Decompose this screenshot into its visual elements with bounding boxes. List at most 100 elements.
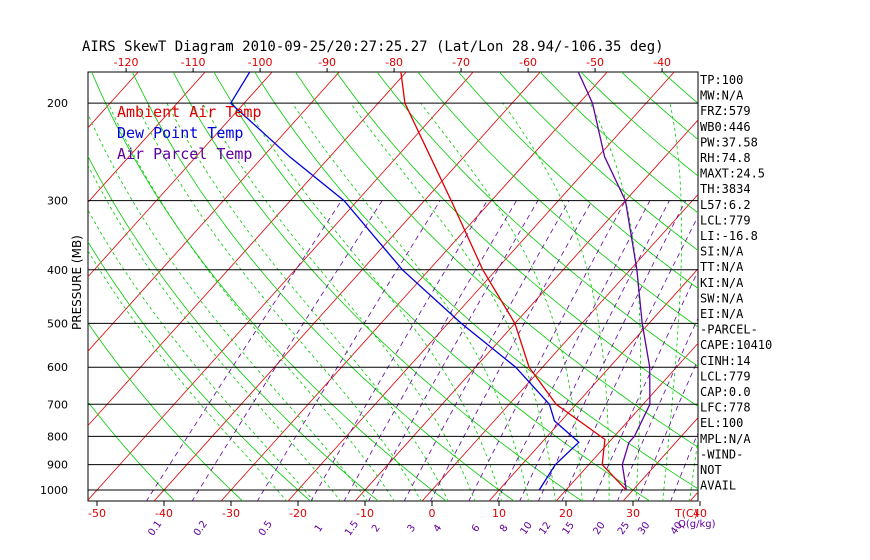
isotherm-line — [0, 0, 40, 513]
stability-index-label: -WIND- — [700, 447, 743, 461]
stability-index-label: LFC:778 — [700, 401, 751, 415]
mixing-ratio-label: 0.5 — [257, 519, 275, 538]
dry-adiabat-line — [580, 72, 698, 177]
axes: 1002003004005006007008009001000-50-40-30… — [40, 56, 716, 538]
pressure-tick-label: 900 — [47, 459, 68, 472]
mixing-ratio-unit: Q(g/kg) — [678, 519, 716, 530]
stability-index-label: TP:100 — [700, 73, 743, 87]
stability-index-label: SI:N/A — [700, 245, 744, 259]
air-parcel-temp-line — [577, 72, 651, 491]
bottom-temp-tick-label: 10 — [492, 507, 506, 520]
stability-index-label: AVAIL — [700, 479, 736, 493]
ambient-air-temp-line — [400, 72, 627, 491]
stability-index-label: TH:3834 — [700, 182, 751, 196]
mixing-ratio-label: 0.1 — [146, 519, 164, 538]
moist-adiabat-line — [88, 209, 315, 501]
moist-adiabat-line — [502, 102, 610, 501]
mixing-ratio-line — [343, 200, 517, 501]
dry-adiabat-line — [295, 72, 698, 448]
pressure-tick-label: 200 — [47, 97, 68, 110]
mixing-ratio-line — [145, 200, 342, 501]
isotherm-line — [287, 72, 675, 501]
mixing-ratio-label: 12 — [537, 520, 553, 537]
stability-index-label: WB0:446 — [700, 120, 751, 134]
stability-index-label: TT:N/A — [700, 260, 744, 274]
top-temp-tick-label: -50 — [586, 56, 604, 69]
bottom-temp-tick-label: 30 — [626, 507, 640, 520]
dry-adiabat-line — [458, 72, 698, 289]
chart-title: AIRS SkewT Diagram 2010-09-25/20:27:25.2… — [82, 39, 664, 55]
mixing-ratio-line — [430, 200, 593, 501]
stability-index-label: MW:N/A — [700, 89, 744, 103]
dry-adiabat-line — [88, 401, 176, 501]
dry-adiabat-line — [498, 72, 698, 251]
dry-adiabat-line — [88, 240, 312, 501]
legend-entry: Dew Point Temp — [117, 124, 243, 142]
dry-adiabat-line — [254, 72, 698, 490]
mixing-ratio-line — [310, 200, 488, 501]
isotherm-line — [220, 72, 608, 501]
stability-index-label: PW:37.58 — [700, 135, 758, 149]
dry-adiabat-line — [417, 72, 698, 328]
mixing-ratio-label: 20 — [591, 520, 607, 537]
pressure-tick-label: 400 — [47, 264, 68, 277]
moist-adiabat-line — [420, 102, 583, 501]
top-temp-tick-label: -100 — [248, 56, 273, 69]
isotherm-line — [354, 119, 698, 501]
stability-index-label: CINH:14 — [700, 354, 751, 368]
bottom-temp-tick-label: 40 — [693, 507, 707, 520]
top-temp-tick-label: -70 — [452, 56, 470, 69]
mixing-ratio-label: 6 — [470, 523, 483, 535]
isotherm-line — [488, 268, 698, 501]
stability-index-label: CAP:0.0 — [700, 385, 751, 399]
dry-adiabat-line — [539, 72, 698, 214]
dry-adiabat-line — [661, 72, 698, 104]
isotherm-line — [153, 72, 541, 501]
profile-series — [229, 72, 651, 491]
dry-adiabat-line — [131, 72, 515, 501]
dew-point-temp-line — [229, 72, 580, 491]
mixing-ratio-line — [368, 200, 539, 501]
moist-adiabat-line — [662, 103, 682, 501]
dry-adiabat-line — [376, 72, 698, 367]
mixing-ratio-line — [537, 200, 687, 501]
isotherm-line — [746, 0, 870, 513]
moist-adiabat-line — [243, 102, 503, 501]
mixing-ratio-line — [468, 200, 626, 501]
bottom-temp-tick-label: 0 — [429, 507, 436, 520]
mixing-ratio-label: 8 — [498, 523, 511, 535]
moist-adiabat-line — [350, 102, 556, 501]
legend-entry: Ambient Air Temp — [117, 103, 262, 121]
top-temp-tick-label: -60 — [519, 56, 537, 69]
moist-adiabat-line — [590, 103, 641, 501]
top-temp-tick-label: -90 — [318, 56, 336, 69]
moist-adiabat-line — [88, 164, 341, 501]
mixing-ratio-label: 15 — [561, 520, 577, 537]
mixing-ratio-line — [519, 200, 670, 501]
isotherm-line — [88, 72, 407, 427]
isotherm-line — [421, 193, 698, 501]
plot-frame — [87, 71, 699, 502]
mixing-ratio-line — [191, 200, 383, 501]
dry-adiabat-line — [88, 155, 379, 501]
isotherm-line — [813, 0, 870, 513]
moist-adiabat-line — [166, 103, 449, 501]
stability-index-label: L57:6.2 — [700, 198, 751, 212]
stability-index-label: KI:N/A — [700, 276, 744, 290]
dry-adiabat-line — [649, 0, 870, 502]
dry-adiabat-line — [91, 72, 447, 501]
pressure-tick-label: 600 — [47, 361, 68, 374]
dry-adiabat-line — [851, 0, 870, 502]
stability-index-label: EL:100 — [700, 416, 743, 430]
stability-index-label: LI:-16.8 — [700, 229, 758, 243]
mixing-ratio-label: 1.5 — [343, 519, 361, 538]
stability-index-label: CAPE:10410 — [700, 338, 772, 352]
moist-adiabat-line — [88, 113, 368, 501]
stability-index-label: SW:N/A — [700, 291, 744, 305]
mixing-ratio-label: 10 — [519, 520, 535, 537]
bottom-temp-tick-label: -10 — [356, 507, 374, 520]
mixing-ratio-line — [256, 200, 441, 501]
top-temp-tick-label: -40 — [653, 56, 671, 69]
pressure-tick-label: 300 — [47, 195, 68, 208]
